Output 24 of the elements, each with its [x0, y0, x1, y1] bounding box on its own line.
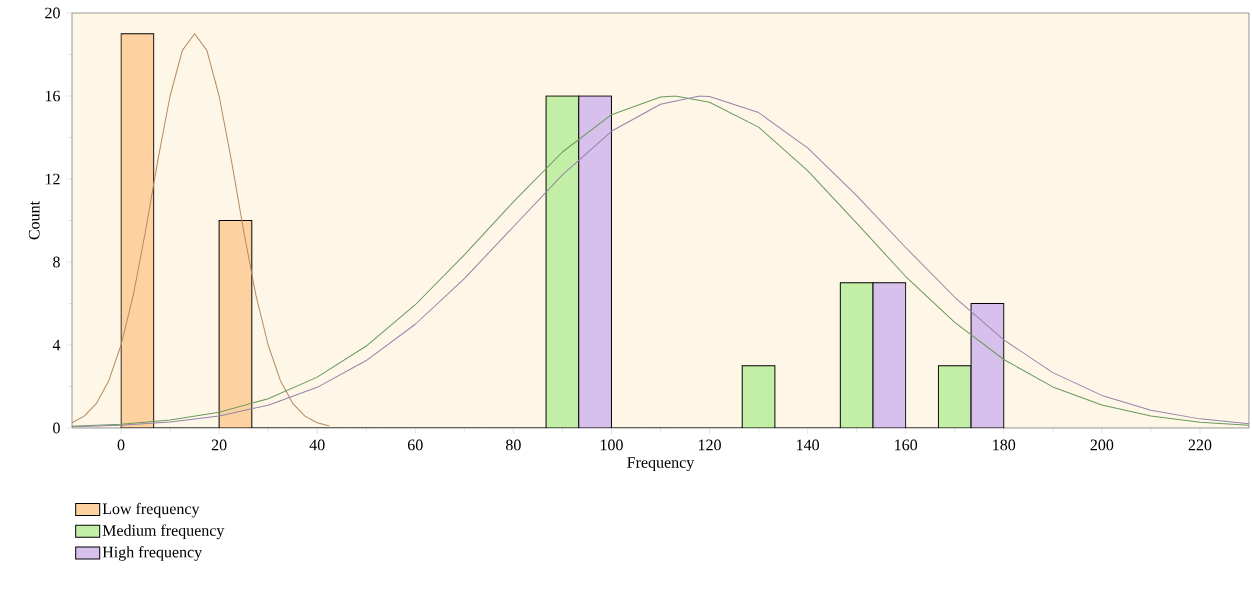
x-tick-label: 220 — [1188, 439, 1212, 451]
y-tick-label: 0 — [53, 422, 60, 434]
x-tick-label: 40 — [309, 439, 325, 451]
x-tick-label: 0 — [117, 439, 125, 451]
x-tick-label: 140 — [797, 439, 819, 451]
legend-label: Low frequency — [102, 502, 200, 518]
y-tick-label: 20 — [45, 7, 60, 19]
legend-label: High frequency — [102, 546, 203, 561]
legend-label: Medium frequency — [102, 524, 225, 540]
x-tick-label: 80 — [505, 439, 521, 451]
y-tick-label: 4 — [52, 339, 61, 351]
x-tick-label: 60 — [407, 439, 423, 451]
x-tick-label: 160 — [895, 439, 918, 451]
x-tick-label: 180 — [993, 439, 1016, 451]
y-tick-label: 12 — [45, 173, 60, 185]
x-tick-label: 200 — [1090, 439, 1114, 451]
x-tick-label: 120 — [698, 439, 721, 451]
y-tick-label: 16 — [45, 90, 60, 102]
y-axis-title: Count — [28, 201, 40, 240]
x-tick-label: 100 — [600, 439, 623, 451]
x-tick-label: 20 — [211, 439, 227, 451]
y-tick-label: 8 — [53, 256, 60, 268]
x-axis-title: Frequency — [627, 457, 695, 472]
line-series — [72, 33, 330, 427]
